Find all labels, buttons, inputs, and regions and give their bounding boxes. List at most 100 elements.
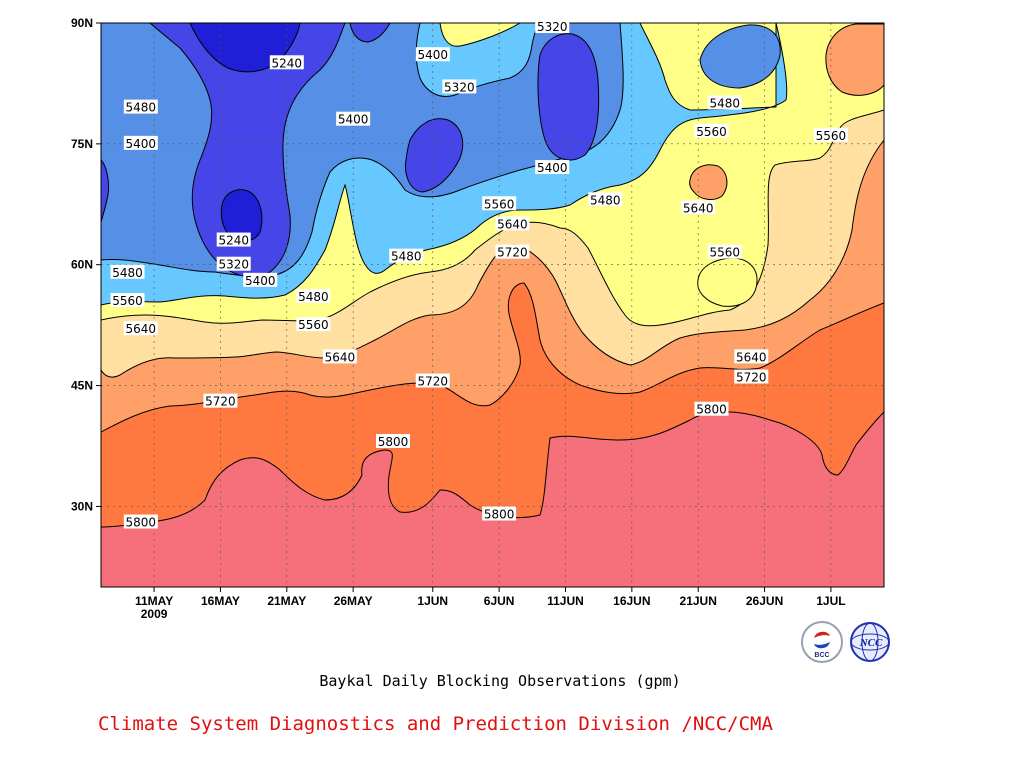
contour-label: 5400 bbox=[415, 47, 450, 62]
contour-label-text: 5640 bbox=[497, 217, 528, 231]
contour-label-text: 5320 bbox=[537, 20, 568, 34]
contour-label: 5480 bbox=[123, 99, 158, 115]
contour-label-bg bbox=[123, 99, 158, 114]
svg-text:BCC: BCC bbox=[814, 652, 829, 659]
x-tick-label: 1JUN bbox=[417, 594, 448, 608]
contour-label-bg bbox=[694, 401, 729, 416]
contour-label: 5320 bbox=[442, 79, 477, 94]
contour-fill-group bbox=[101, 23, 884, 587]
contour-label-bg bbox=[243, 272, 278, 287]
contour-label: 5480 bbox=[110, 264, 145, 280]
band-5640-5720-patch-ne bbox=[689, 164, 728, 200]
contour-label-bg bbox=[123, 321, 158, 336]
contour-label-bg bbox=[216, 256, 251, 271]
contour-label: 5640 bbox=[495, 216, 530, 231]
contour-label-bg bbox=[269, 55, 304, 70]
contour-label-text: 5240 bbox=[272, 56, 303, 70]
x-tick-label: 6JUN bbox=[484, 594, 515, 608]
contour-label: 5800 bbox=[375, 433, 410, 449]
contour-label-bg bbox=[482, 196, 517, 211]
contour-label: 5560 bbox=[482, 196, 517, 211]
svg-text:NCC: NCC bbox=[859, 637, 883, 649]
contour-label: 5320 bbox=[535, 19, 570, 34]
contour-label-text: 5560 bbox=[816, 129, 847, 143]
contour-label-bg bbox=[535, 19, 570, 34]
contour-label-text: 5480 bbox=[590, 193, 621, 207]
chart-credit: Climate System Diagnostics and Predictio… bbox=[98, 713, 773, 735]
ncc-logo-icon: NCC bbox=[850, 622, 890, 662]
contour-label-text: 5560 bbox=[484, 197, 515, 211]
y-tick-label: 45N bbox=[71, 379, 93, 393]
chart-title: Baykal Daily Blocking Observations (gpm) bbox=[319, 672, 681, 690]
contour-label-bg bbox=[535, 160, 570, 175]
contour-label: 5720 bbox=[203, 393, 238, 409]
contour-label: 5400 bbox=[535, 160, 570, 175]
x-tick-label: 26MAY bbox=[334, 594, 373, 608]
contour-label-text: 5400 bbox=[338, 113, 369, 127]
contour-label-text: 5480 bbox=[112, 266, 143, 280]
contour-label-bg bbox=[707, 244, 742, 259]
contour-label-bg bbox=[694, 123, 729, 138]
contour-label-bg bbox=[123, 514, 158, 529]
contour-label-text: 5480 bbox=[709, 97, 740, 111]
contour-label-bg bbox=[495, 216, 530, 231]
y-tick-label: 30N bbox=[71, 499, 93, 513]
x-tick-label: 1JUL bbox=[816, 594, 845, 608]
contour-label: 5480 bbox=[296, 288, 331, 304]
band-5240-5320-patch-c bbox=[405, 118, 464, 193]
contour-label: 5800 bbox=[123, 514, 158, 530]
contour-label-text: 5240 bbox=[218, 234, 249, 248]
contour-label-group: 5800 5720 5640 5560 5480 5480 5400 5240 5240 5320… bbox=[110, 19, 848, 530]
contour-label-text: 5720 bbox=[736, 371, 767, 385]
x-tick-label: 11JUN bbox=[547, 594, 584, 608]
contour-label-text: 5400 bbox=[537, 161, 568, 175]
contour-label-text: 5480 bbox=[298, 290, 329, 304]
contour-label-text: 5560 bbox=[112, 294, 143, 308]
band-5240-5320-patch-n bbox=[349, 23, 391, 43]
contour-label: 5560 bbox=[813, 127, 848, 143]
contour-label-bg bbox=[681, 200, 716, 215]
contour-label-bg bbox=[322, 349, 357, 364]
contour-label-bg bbox=[216, 232, 251, 247]
y-axis: 30N 45N 60N 75N 90N bbox=[71, 16, 101, 513]
bcc-logo-icon: BCC bbox=[801, 621, 843, 663]
contour-label-bg bbox=[203, 393, 238, 408]
contour-label-text: 5320 bbox=[218, 258, 249, 272]
contour-label-text: 5400 bbox=[126, 137, 157, 151]
contour-label-text: 5640 bbox=[126, 322, 157, 336]
y-tick-label: 75N bbox=[71, 137, 93, 151]
contour-label-bg bbox=[813, 127, 848, 142]
contour-label: 5480 bbox=[389, 248, 424, 264]
y-tick-label: 90N bbox=[71, 16, 93, 30]
band-5640-5720-patch-corner bbox=[825, 23, 884, 96]
contour-label-text: 5800 bbox=[378, 435, 409, 449]
contour-label-text: 5400 bbox=[245, 274, 276, 288]
contour-label-text: 5800 bbox=[484, 507, 515, 521]
contour-label: 5720 bbox=[495, 244, 530, 260]
contour-label: 5400 bbox=[336, 111, 371, 127]
band-5480-5560-patch-n bbox=[439, 23, 521, 47]
plot-frame bbox=[100, 22, 885, 588]
contour-label: 5640 bbox=[681, 200, 716, 215]
contour-label-bg bbox=[336, 111, 371, 126]
contour-label: 5480 bbox=[588, 192, 623, 207]
contour-label-bg bbox=[734, 369, 769, 384]
contour-label-text: 5480 bbox=[126, 101, 157, 115]
contour-label: 5800 bbox=[482, 506, 517, 521]
contour-label-bg bbox=[296, 317, 331, 332]
contour-label-bg bbox=[415, 373, 450, 388]
contour-label: 5400 bbox=[123, 135, 158, 151]
contour-label-bg bbox=[707, 95, 742, 110]
contour-label-bg bbox=[296, 288, 331, 303]
band-5480-5560-island bbox=[697, 257, 758, 307]
contour-label: 5640 bbox=[123, 321, 158, 336]
contour-label-bg bbox=[734, 349, 769, 364]
x-tick-label: 11MAY bbox=[135, 594, 173, 608]
contour-label: 5560 bbox=[694, 123, 729, 139]
contour-label-text: 5560 bbox=[709, 246, 740, 260]
contour-label: 5400 bbox=[243, 272, 278, 288]
contour-label-text: 5320 bbox=[444, 80, 475, 94]
contour-label-bg bbox=[110, 292, 145, 307]
